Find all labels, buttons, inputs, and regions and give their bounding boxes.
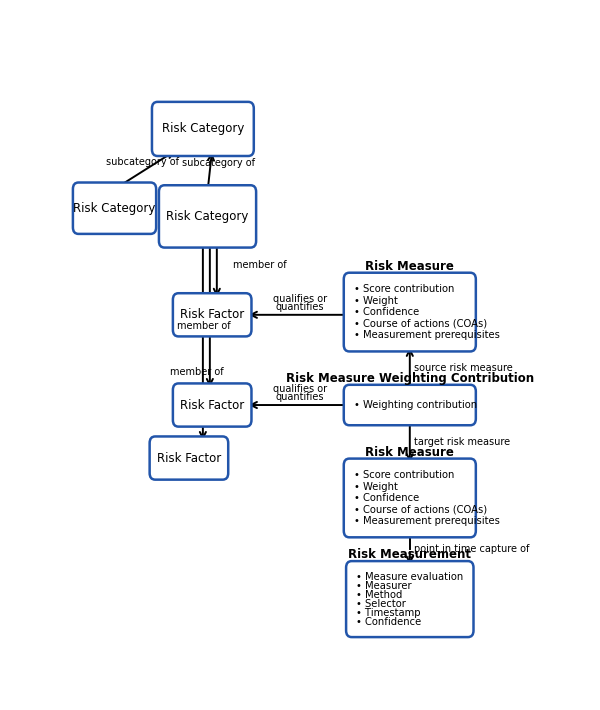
Text: member of: member of — [178, 322, 231, 332]
Text: Risk Measurement: Risk Measurement — [348, 548, 472, 561]
FancyBboxPatch shape — [344, 385, 476, 425]
Text: Risk Factor: Risk Factor — [157, 452, 221, 464]
FancyBboxPatch shape — [346, 561, 473, 637]
Text: point in time capture of: point in time capture of — [415, 544, 530, 555]
Text: • Course of actions (COAs): • Course of actions (COAs) — [354, 504, 487, 514]
FancyBboxPatch shape — [73, 182, 156, 234]
Text: Risk Measure: Risk Measure — [365, 446, 454, 459]
FancyBboxPatch shape — [344, 273, 476, 351]
Text: Risk Factor: Risk Factor — [180, 308, 244, 322]
Text: • Course of actions (COAs): • Course of actions (COAs) — [354, 319, 487, 329]
Text: • Selector: • Selector — [356, 599, 406, 608]
Text: • Weight: • Weight — [354, 295, 398, 306]
Text: • Score contribution: • Score contribution — [354, 470, 454, 480]
Text: • Weight: • Weight — [354, 481, 398, 491]
Text: • Weighting contribution: • Weighting contribution — [354, 400, 477, 410]
Text: • Measurement prerequisites: • Measurement prerequisites — [354, 330, 500, 340]
Text: • Method: • Method — [356, 589, 403, 599]
Text: • Confidence: • Confidence — [354, 307, 419, 317]
Text: Risk Category: Risk Category — [161, 122, 244, 136]
Text: subcategory of: subcategory of — [106, 156, 179, 167]
Text: target risk measure: target risk measure — [415, 437, 511, 447]
Text: Risk Measure: Risk Measure — [365, 260, 454, 273]
FancyBboxPatch shape — [344, 459, 476, 537]
FancyBboxPatch shape — [152, 102, 254, 156]
FancyBboxPatch shape — [173, 293, 251, 337]
Text: Risk Measure Weighting Contribution: Risk Measure Weighting Contribution — [286, 372, 534, 385]
FancyBboxPatch shape — [159, 185, 256, 248]
Text: quantifies: quantifies — [275, 393, 324, 403]
Text: quantifies: quantifies — [275, 302, 324, 312]
Text: • Confidence: • Confidence — [354, 493, 419, 503]
Text: source risk measure: source risk measure — [415, 363, 513, 373]
FancyBboxPatch shape — [173, 383, 251, 427]
Text: • Measurer: • Measurer — [356, 581, 412, 591]
Text: Risk Category: Risk Category — [73, 202, 156, 214]
Text: • Measurement prerequisites: • Measurement prerequisites — [354, 515, 500, 525]
Text: • Confidence: • Confidence — [356, 617, 422, 627]
Text: • Measure evaluation: • Measure evaluation — [356, 572, 464, 581]
Text: • Timestamp: • Timestamp — [356, 608, 421, 618]
Text: • Score contribution: • Score contribution — [354, 284, 454, 295]
Text: Risk Factor: Risk Factor — [180, 398, 244, 412]
Text: Risk Category: Risk Category — [166, 210, 249, 223]
FancyBboxPatch shape — [149, 437, 228, 480]
Text: qualifies or: qualifies or — [273, 384, 327, 394]
Text: member of: member of — [170, 367, 224, 377]
Text: subcategory of: subcategory of — [182, 158, 255, 168]
Text: qualifies or: qualifies or — [273, 294, 327, 304]
Text: member of: member of — [233, 260, 287, 270]
